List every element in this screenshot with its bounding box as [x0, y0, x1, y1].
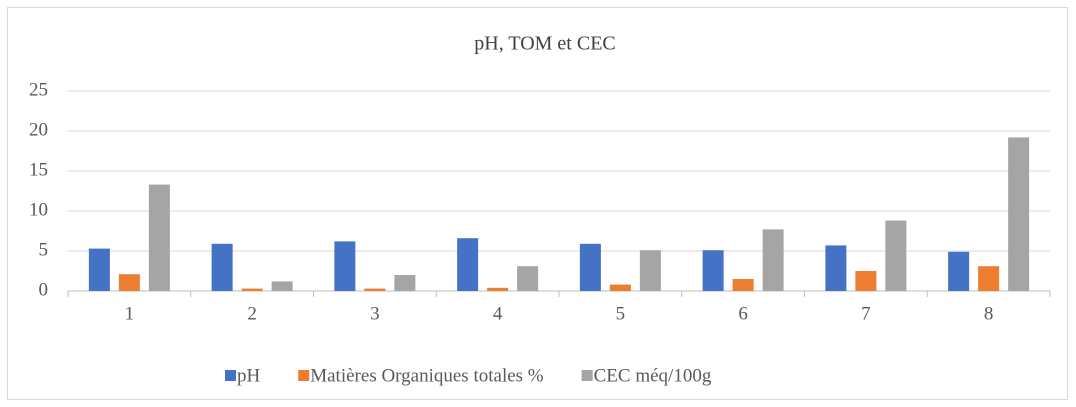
bar [978, 266, 1000, 291]
bar [762, 229, 784, 291]
x-tick-label: 1 [125, 303, 135, 324]
bar [241, 288, 263, 291]
bar [885, 220, 907, 291]
y-tick-label: 5 [39, 239, 49, 260]
bar [271, 281, 293, 291]
x-tick-label: 8 [984, 303, 994, 324]
legend-label: CEC méq/100g [594, 365, 712, 386]
bar [579, 243, 601, 291]
legend-swatch [225, 370, 236, 381]
bar [1008, 137, 1030, 291]
y-tick-label: 10 [29, 199, 48, 220]
bar [487, 287, 509, 291]
y-tick-label: 0 [39, 279, 49, 300]
x-tick-label: 2 [247, 303, 257, 324]
bar [88, 248, 110, 291]
bar [855, 271, 877, 291]
x-tick-label: 7 [861, 303, 871, 324]
chart-border [7, 7, 1068, 400]
bar [732, 279, 754, 291]
y-tick-label: 20 [29, 119, 48, 140]
bar [211, 243, 233, 291]
bar [702, 250, 724, 291]
bar [394, 275, 416, 291]
x-tick-label: 6 [738, 303, 748, 324]
legend-label: pH [237, 365, 261, 386]
bar [118, 274, 140, 291]
legend-label: Matières Organiques totales % [310, 365, 544, 386]
bar [457, 238, 479, 291]
legend-swatch [581, 370, 593, 381]
bar [609, 284, 631, 291]
y-tick-label: 15 [29, 159, 48, 180]
bar [639, 250, 661, 291]
x-tick-label: 3 [370, 303, 380, 324]
bar [948, 251, 970, 291]
x-tick-label: 4 [493, 303, 503, 324]
bar [334, 241, 356, 291]
bar [825, 245, 847, 291]
legend-swatch [298, 370, 310, 381]
x-tick-label: 5 [616, 303, 626, 324]
bar [517, 266, 539, 291]
bar [364, 288, 386, 291]
bar [148, 184, 170, 291]
chart-title: pH, TOM et CEC [474, 33, 616, 55]
y-tick-label: 25 [29, 79, 48, 100]
